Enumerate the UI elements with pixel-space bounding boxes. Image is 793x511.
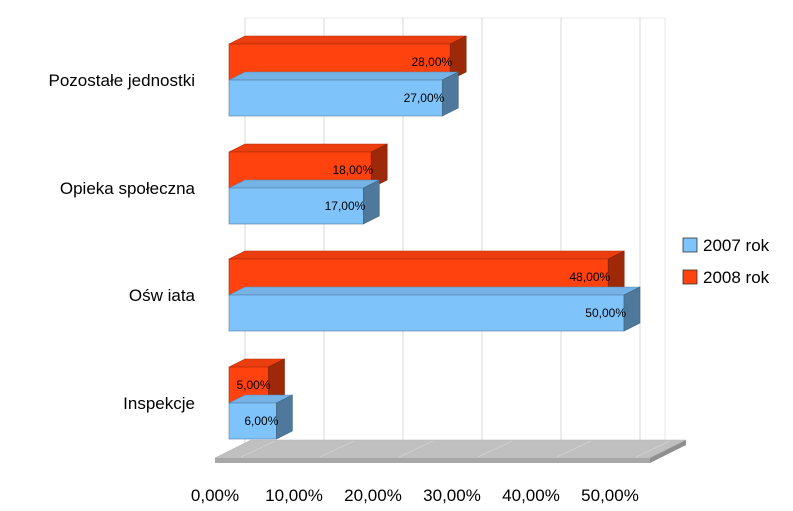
data-label-2007-rok-opieka-spoleczna: 17,00% (325, 199, 366, 213)
category-label-inspekcje: Inspekcje (123, 394, 195, 413)
x-tick-label: 20,00% (344, 486, 402, 505)
floor-front (215, 458, 650, 463)
bar-2007-rok-osw-iata-top (228, 286, 641, 296)
bar-2008-rok-opieka-spoleczna-top (228, 143, 388, 153)
bar-2007-rok-opieka-spoleczna-top (228, 179, 380, 189)
bar-2007-rok-inspekcje-side (276, 394, 293, 440)
legend-swatch-2008-rok (682, 269, 698, 285)
data-label-2008-rok-pozostale-jednostki: 28,00% (411, 55, 452, 69)
legend-label-2008-rok: 2008 rok (703, 268, 770, 287)
data-label-2007-rok-inspekcje: 6,00% (244, 414, 278, 428)
floor-gridline (556, 440, 592, 458)
bar-2007-rok-osw-iata-side (623, 286, 641, 332)
x-tick-labels: 0,00% 10,00% 20,00% 30,00% 40,00% 50,00% (191, 486, 639, 505)
bar-2007-rok-opieka-spoleczna-side (362, 179, 380, 225)
bar-2008-rok-pozostale-jednostki-side (449, 35, 467, 81)
floor-gridline (319, 440, 355, 458)
category-label-pozostale-jednostki: Pozostałe jednostki (49, 71, 195, 90)
bar-2007-rok-osw-iata (228, 294, 625, 332)
x-tick-label: 40,00% (502, 486, 560, 505)
bar-2008-rok-osw-iata-top (228, 250, 625, 260)
data-label-2008-rok-inspekcje: 5,00% (236, 378, 270, 392)
data-label-2008-rok-opieka-spoleczna: 18,00% (332, 163, 373, 177)
floor-gridline (398, 440, 434, 458)
bars: 28,00% 27,00% 18,00% 17,00% 48,00% 50,00% 5,00… (228, 35, 641, 440)
chart-floor (214, 439, 687, 463)
category-labels: Pozostałe jednostki Opieka społeczna Ośw i… (49, 71, 196, 413)
legend: 2007 rok 2008 rok (682, 236, 770, 287)
floor-gridline (240, 440, 276, 458)
x-tick-label: 10,00% (265, 486, 323, 505)
category-label-opieka-spoleczna: Opieka społeczna (60, 179, 196, 198)
bar-2007-rok-pozostale-jednostki-top (228, 71, 459, 81)
category-label-osw-iata: Ośw iata (129, 286, 196, 305)
floor-side (650, 440, 686, 463)
bar-2007-rok-inspekcje (228, 402, 277, 440)
floor-top (214, 439, 687, 459)
bar-2008-rok-opieka-spoleczna-side (370, 143, 388, 189)
data-label-2007-rok-osw-iata: 50,00% (585, 306, 626, 320)
x-tick-label: 30,00% (423, 486, 481, 505)
floor-gridline (635, 440, 671, 458)
bar-2007-rok-pozostale-jednostki (228, 79, 443, 117)
legend-swatch-2007-rok (682, 237, 698, 253)
x-tick-label: 0,00% (191, 486, 239, 505)
floor-gridline (477, 440, 513, 458)
bar-2007-rok-pozostale-jednostki-side (441, 71, 459, 117)
data-label-2008-rok-osw-iata: 48,00% (569, 270, 610, 284)
legend-label-2007-rok: 2007 rok (703, 236, 770, 255)
data-label-2007-rok-pozostale-jednostki: 27,00% (404, 91, 445, 105)
x-tick-label: 50,00% (581, 486, 639, 505)
bar-2008-rok-pozostale-jednostki-top (228, 35, 467, 45)
